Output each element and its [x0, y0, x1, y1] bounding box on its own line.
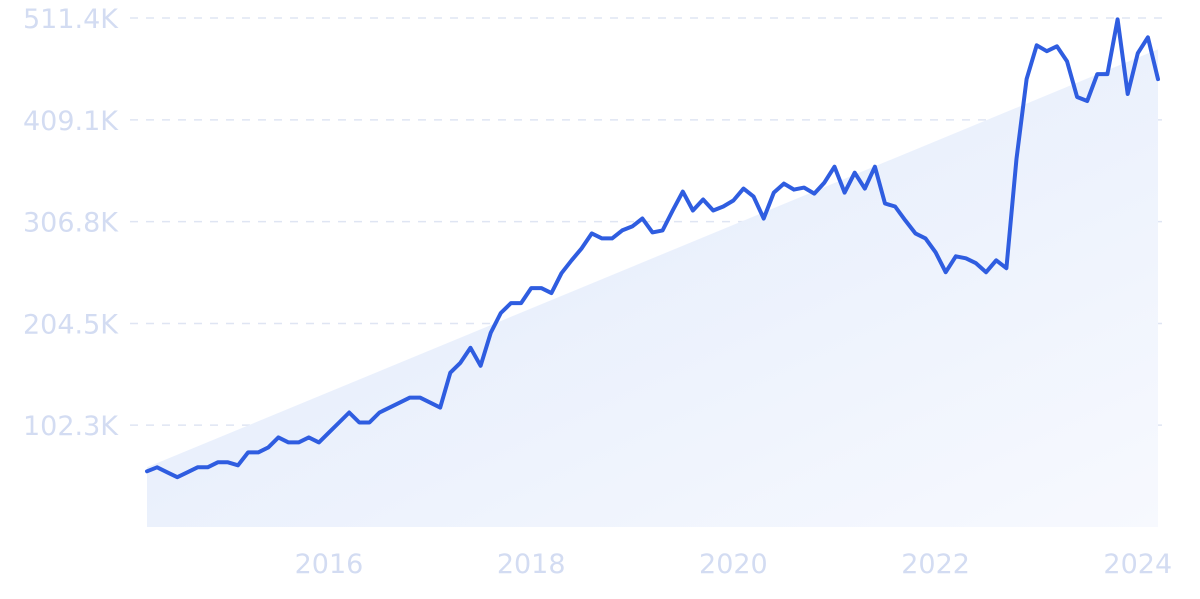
y-axis-ticks: 102.3K 204.5K 306.8K 409.1K 511.4K	[23, 4, 119, 442]
y-tick-label: 306.8K	[23, 208, 119, 239]
y-tick-label: 511.4K	[23, 4, 119, 35]
trend-area	[147, 49, 1158, 528]
y-tick-label: 409.1K	[23, 106, 119, 137]
x-tick-label: 2020	[699, 549, 768, 580]
series-lines	[145, 17, 1160, 480]
x-axis-ticks: 2016 2018 2020 2022 2024	[295, 549, 1173, 580]
x-tick-label: 2016	[295, 549, 364, 580]
x-tick-label: 2018	[497, 549, 566, 580]
series-line-0	[145, 17, 1160, 480]
y-tick-label: 102.3K	[23, 411, 119, 442]
x-tick-label: 2024	[1103, 549, 1172, 580]
area-fill	[147, 49, 1158, 528]
y-tick-label: 204.5K	[23, 309, 119, 340]
x-tick-label: 2022	[901, 549, 970, 580]
